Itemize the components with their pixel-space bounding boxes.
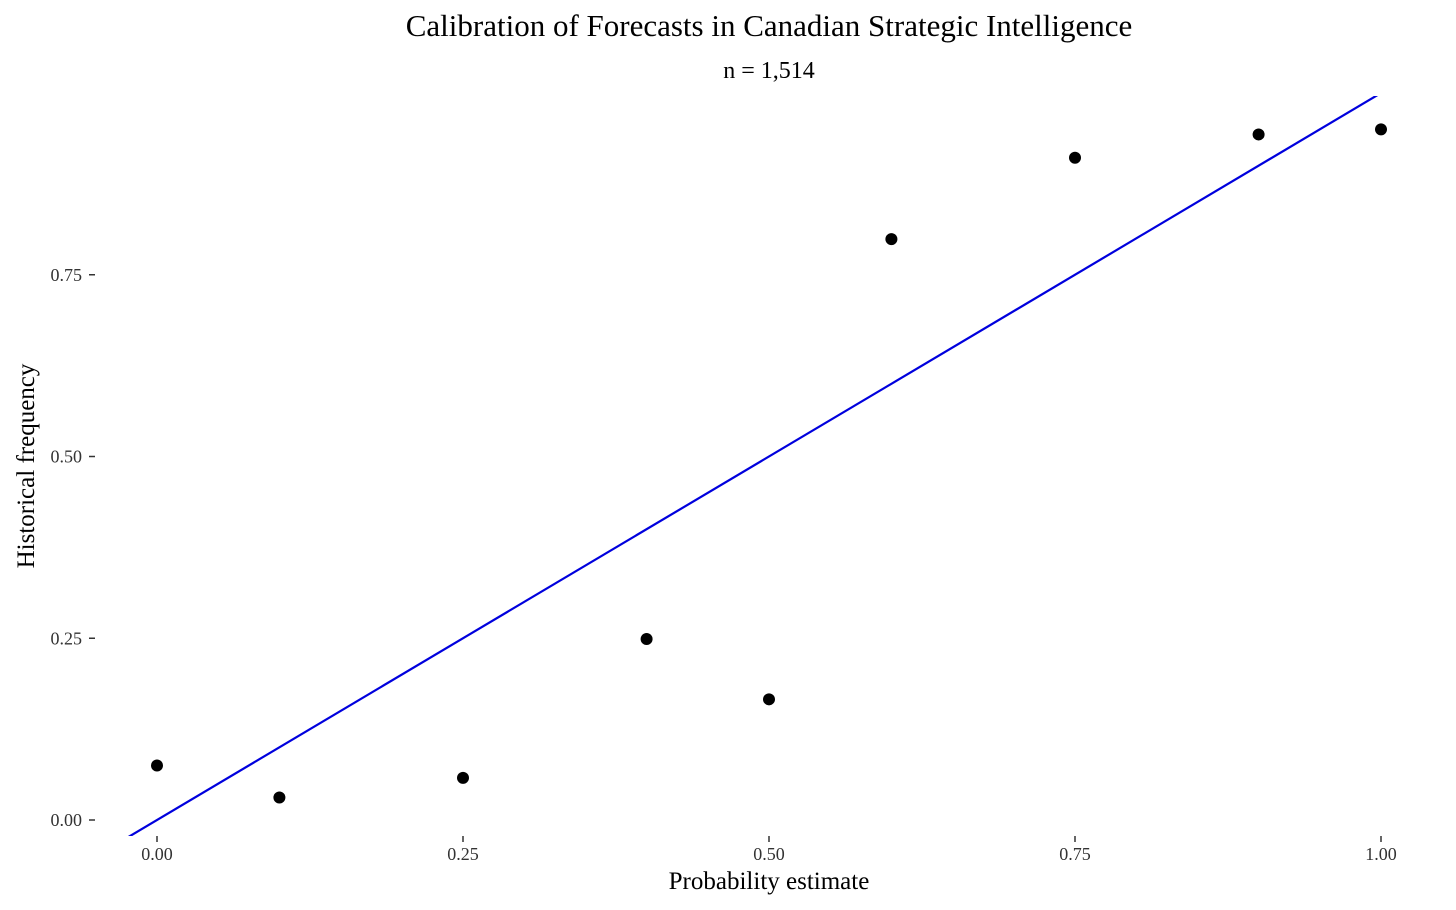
y-tick-label: 0.50 [51, 447, 83, 467]
data-point [1375, 123, 1387, 136]
y-tick-label: 0.00 [51, 810, 83, 830]
data-point [273, 791, 286, 804]
x-tick-label: 0.50 [753, 844, 785, 864]
x-tick-label: 0.75 [1059, 844, 1091, 864]
chart-title: Calibration of Forecasts in Canadian Str… [406, 8, 1133, 43]
x-axis-label: Probability estimate [669, 868, 870, 895]
data-point [457, 771, 469, 784]
y-tick-label: 0.25 [51, 628, 83, 648]
data-point [151, 759, 163, 772]
x-axis: 0.00 0.25 0.50 0.75 1.00 [141, 836, 1397, 864]
data-point [885, 233, 898, 246]
x-tick-label: 1.00 [1365, 844, 1397, 864]
plot-area [127, 96, 1387, 836]
data-points [151, 123, 1387, 804]
y-axis: 0.00 0.25 0.50 0.75 [51, 265, 95, 830]
x-tick-label: 0.25 [447, 844, 479, 864]
data-point [763, 693, 775, 706]
chart-subtitle: n = 1,514 [723, 58, 815, 84]
data-point [640, 632, 653, 645]
data-point [1069, 151, 1081, 164]
y-axis-label: Historical frequency [13, 363, 40, 568]
x-tick-label: 0.00 [141, 844, 173, 864]
y-tick-label: 0.75 [51, 265, 83, 285]
perfect-calibration-line [127, 96, 1379, 836]
data-point [1252, 128, 1265, 141]
